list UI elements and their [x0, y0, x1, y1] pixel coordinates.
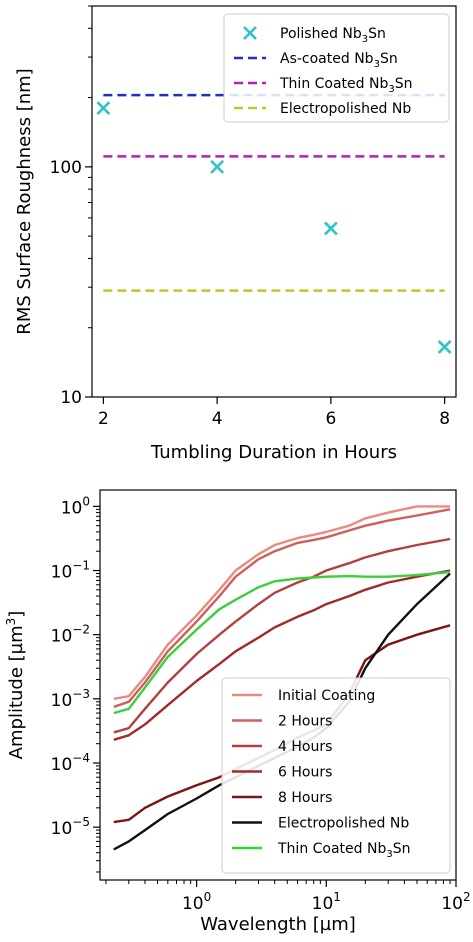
- roughness-chart: 10 100 2 4 6 8 Polished Nb3Sn As-coated Nb3Sn Th…: [14, 5, 457, 463]
- legend-box: [223, 13, 450, 123]
- series-line: [113, 537, 451, 734]
- x-tick-label: 100: [182, 890, 211, 914]
- plot-frame: [91, 5, 457, 398]
- x-tick-label: 4: [212, 409, 223, 429]
- x-tick-label: 6: [325, 409, 336, 429]
- x-axis-label: Tumbling Duration in Hours: [150, 442, 397, 463]
- legend-label: As-coated Nb3Sn: [280, 51, 398, 70]
- scatter-point: [96, 101, 111, 116]
- y-axis-label: RMS Surface Roughness [nm]: [14, 68, 35, 334]
- legend-label: Initial Coating: [278, 688, 375, 704]
- y-tick-label: 100: [61, 494, 90, 518]
- legend-label: 4 Hours: [278, 739, 332, 755]
- psd-chart: 100 10−1 10−2 10−3 10−4 10−5 100 101 102 Initial …: [4, 489, 471, 935]
- legend-label: Thin Coated Nb3Sn: [279, 76, 413, 95]
- legend-label: 6 Hours: [278, 765, 332, 781]
- y-tick-label: 10−1: [51, 559, 90, 583]
- y-tick-label: 10−2: [51, 623, 90, 647]
- y-tick-label: 10: [60, 388, 82, 408]
- y-tick-label: 10−5: [51, 815, 90, 839]
- scatter-point: [437, 340, 452, 354]
- y-tick-label: 10−3: [51, 687, 90, 711]
- y-axis-label: Amplitude [µm3]: [4, 611, 27, 760]
- series-line: [113, 569, 451, 741]
- legend-label: Electropolished Nb: [278, 816, 409, 832]
- x-tick-label: 8: [439, 409, 450, 429]
- legend: Polished Nb3Sn As-coated Nb3Sn Thin Coated…: [223, 13, 450, 123]
- x-axis-label: Wavelength [µm]: [200, 914, 356, 935]
- plot-frame: [99, 489, 457, 881]
- y-tick-label: 100: [50, 158, 82, 178]
- series-line: [113, 570, 451, 715]
- scatter-point: [210, 159, 225, 174]
- series-line: [113, 505, 451, 700]
- legend-label: 8 Hours: [278, 790, 332, 806]
- series-line: [113, 508, 451, 709]
- legend-label: Electropolished Nb: [280, 101, 411, 117]
- scatter-point: [323, 221, 338, 236]
- legend-box: [221, 677, 451, 874]
- y-tick-label: 10−4: [51, 751, 90, 775]
- legend: Initial Coating 2 Hours 4 Hours 6 Hours 8 Ho…: [221, 677, 451, 874]
- legend-label: Polished Nb3Sn: [280, 26, 386, 45]
- legend-swatch: [243, 26, 257, 40]
- legend-label: 2 Hours: [278, 714, 332, 730]
- x-tick-label: 101: [312, 890, 341, 914]
- legend-label: Thin Coated Nb3Sn: [277, 841, 411, 860]
- x-tick-label: 2: [98, 409, 109, 429]
- x-tick-label: 102: [441, 890, 470, 914]
